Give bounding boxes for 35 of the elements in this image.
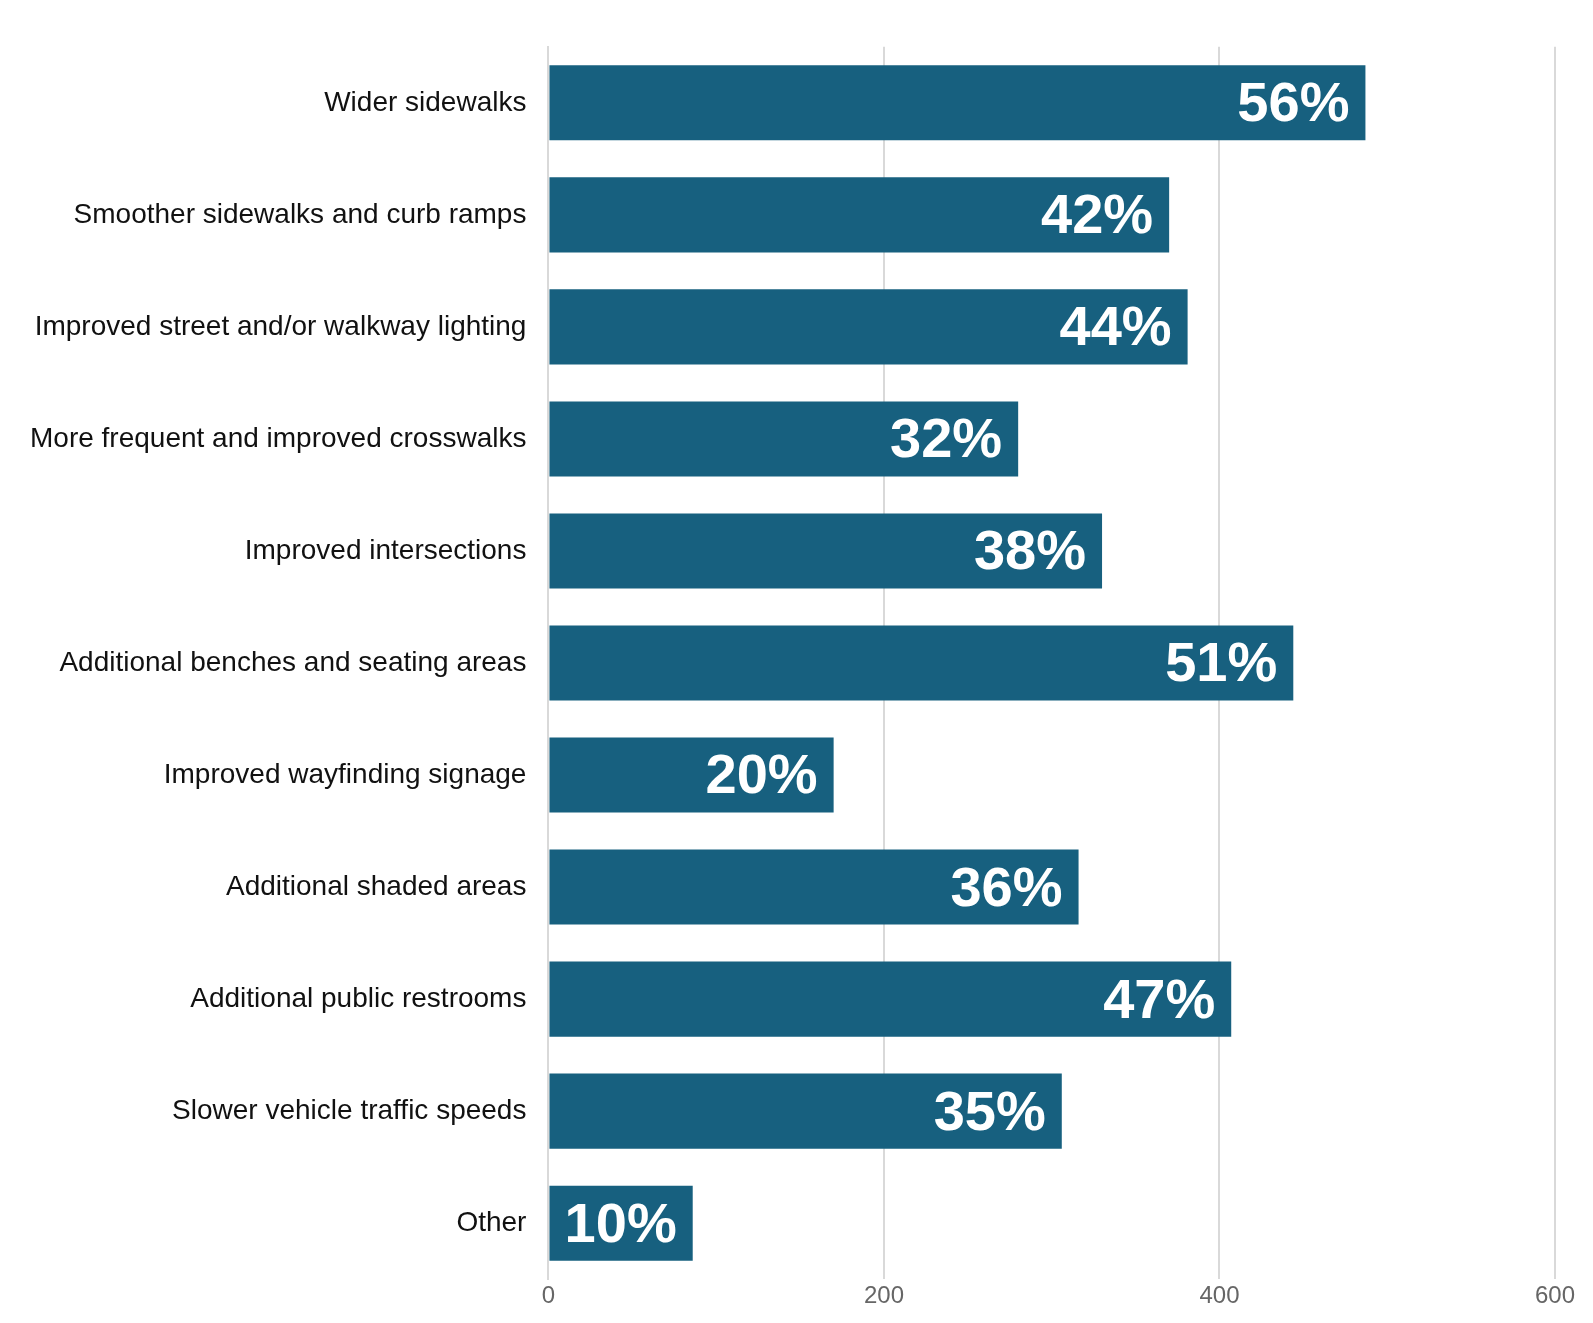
bar: [549, 177, 1170, 253]
bar: [549, 513, 1103, 589]
y-tick-label: Improved street and/or walkway lighting: [34, 309, 527, 341]
x-tick-label: 600: [1534, 1281, 1576, 1309]
annotation: 44%: [1059, 294, 1172, 358]
x-tick-label: 400: [1199, 1281, 1240, 1309]
y-tick-label: Additional shaded areas: [225, 869, 527, 901]
bar: [549, 65, 1366, 141]
y-tick-label: Wider sidewalks: [324, 85, 527, 117]
bar: [549, 401, 1019, 477]
bar: [549, 1073, 1062, 1149]
x-tick-label: 0: [541, 1281, 556, 1309]
annotation: 42%: [1041, 182, 1154, 246]
annotation: 51%: [1165, 630, 1278, 694]
annotation: 47%: [1103, 966, 1216, 1030]
bar: [549, 625, 1294, 701]
bar: [549, 849, 1079, 925]
x-tick-label: 200: [863, 1281, 904, 1309]
y-tick-label: Additional public restrooms: [190, 981, 527, 1013]
annotation: 38%: [973, 518, 1087, 582]
y-tick-label: Improved wayfinding signage: [163, 757, 527, 789]
y-tick-label: More frequent and improved crosswalks: [29, 421, 527, 453]
y-tick-label: Other: [456, 1205, 527, 1237]
y-tick-label: Slower vehicle traffic speeds: [172, 1093, 527, 1125]
y-tick-label: Improved intersections: [244, 533, 527, 565]
annotation: 10%: [564, 1190, 677, 1254]
bar: [549, 289, 1188, 365]
y-tick-label: Smoother sidewalks and curb ramps: [73, 197, 527, 229]
annotation: 20%: [705, 742, 818, 806]
annotation: 36%: [950, 854, 1063, 918]
annotation: 32%: [890, 406, 1003, 470]
y-tick-label: Additional benches and seating areas: [59, 645, 527, 677]
annotation: 56%: [1237, 70, 1350, 134]
annotation: 35%: [933, 1078, 1046, 1142]
bar: [549, 961, 1232, 1037]
